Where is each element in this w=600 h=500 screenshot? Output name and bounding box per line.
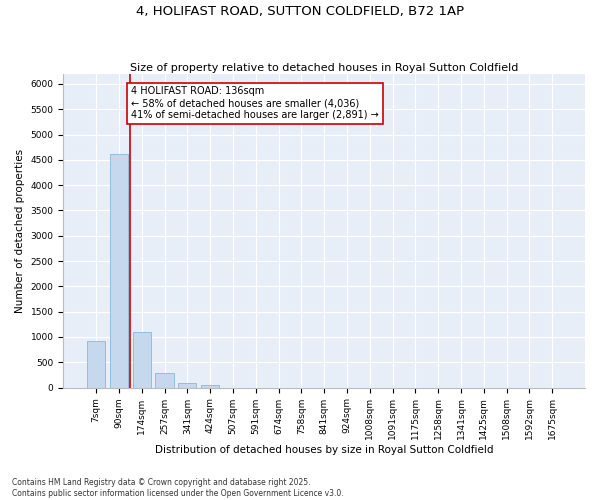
Bar bbox=[155, 372, 173, 388]
Bar bbox=[133, 332, 151, 388]
Text: Contains HM Land Registry data © Crown copyright and database right 2025.
Contai: Contains HM Land Registry data © Crown c… bbox=[12, 478, 344, 498]
Bar bbox=[178, 384, 196, 388]
Title: Size of property relative to detached houses in Royal Sutton Coldfield: Size of property relative to detached ho… bbox=[130, 63, 518, 73]
Bar bbox=[201, 384, 219, 388]
X-axis label: Distribution of detached houses by size in Royal Sutton Coldfield: Distribution of detached houses by size … bbox=[155, 445, 493, 455]
Bar bbox=[110, 154, 128, 388]
Text: 4 HOLIFAST ROAD: 136sqm
← 58% of detached houses are smaller (4,036)
41% of semi: 4 HOLIFAST ROAD: 136sqm ← 58% of detache… bbox=[131, 86, 379, 120]
Text: 4, HOLIFAST ROAD, SUTTON COLDFIELD, B72 1AP: 4, HOLIFAST ROAD, SUTTON COLDFIELD, B72 … bbox=[136, 5, 464, 18]
Y-axis label: Number of detached properties: Number of detached properties bbox=[15, 148, 25, 313]
Bar bbox=[87, 341, 105, 388]
